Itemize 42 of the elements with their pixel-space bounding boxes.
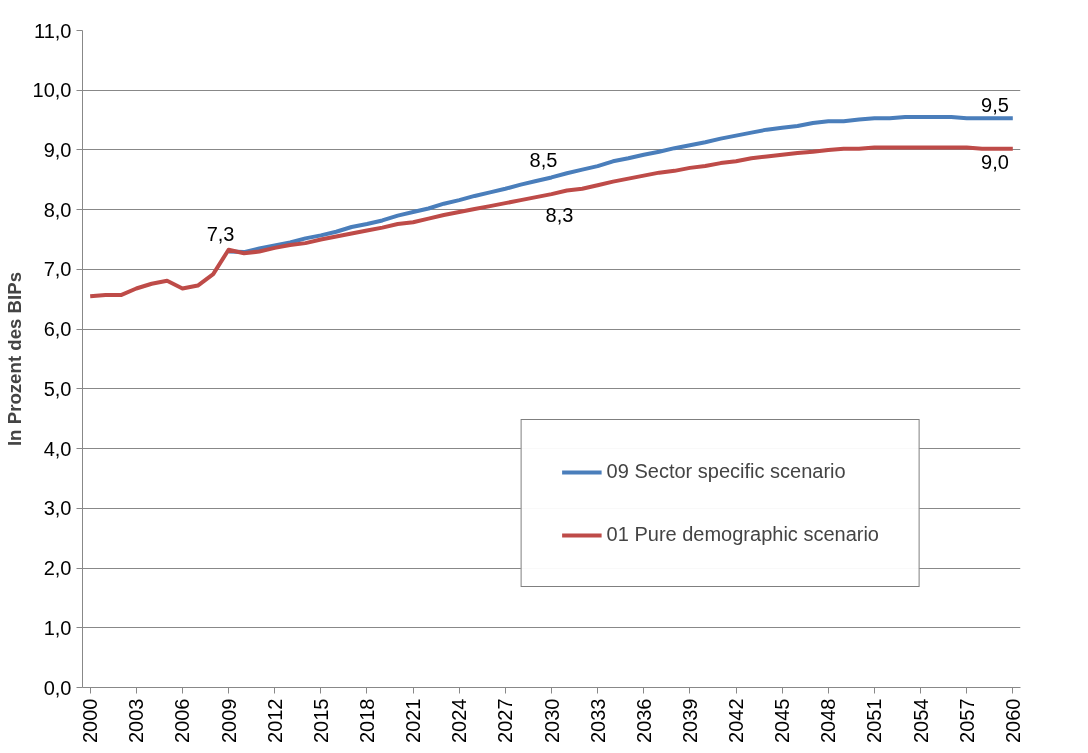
x-tick-label: 2039 [678, 698, 701, 743]
line-series [88, 145, 1015, 299]
x-tick-label: 2024 [448, 698, 471, 743]
y-tick-label: 7,0 [43, 258, 72, 281]
data-label: 9,0 [981, 150, 1009, 173]
x-tick-label: 2060 [1001, 698, 1024, 743]
y-axis-title: In Prozent des BIPs [3, 271, 25, 447]
x-tick-label: 2033 [586, 698, 609, 743]
y-tick-label: 10,0 [32, 79, 72, 102]
x-tick-label: 2015 [309, 698, 332, 743]
x-tick-label: 2030 [540, 698, 563, 743]
y-tick-label: 2,0 [43, 557, 72, 580]
y-tick-label: 8,0 [43, 198, 72, 221]
y-tick-label: 6,0 [43, 318, 72, 341]
x-tick-label: 2045 [771, 698, 794, 743]
x-tick-label: 2036 [632, 698, 655, 743]
x-tick-label: 2054 [909, 698, 932, 743]
legend-label: 01 Pure demographic scenario [606, 523, 879, 546]
x-tick-label: 2009 [217, 698, 240, 743]
y-tick-label: 3,0 [43, 497, 72, 520]
data-label: 8,3 [545, 204, 574, 227]
legend-label: 09 Sector specific scenario [606, 460, 846, 483]
x-tick-label: 2021 [402, 698, 425, 743]
x-tick-label: 2048 [817, 698, 840, 743]
x-tick-label: 2012 [263, 698, 286, 743]
y-tick-label: 0,0 [43, 676, 72, 699]
x-tick-label: 2042 [725, 698, 748, 743]
data-label: 7,3 [206, 223, 235, 246]
x-tick-label: 2057 [955, 698, 978, 743]
y-tick-label: 5,0 [43, 377, 72, 400]
x-tick-label: 2006 [171, 698, 194, 743]
y-tick-label: 9,0 [43, 138, 72, 161]
y-tick-label: 1,0 [43, 616, 72, 639]
y-tick-label: 11,0 [34, 19, 72, 42]
x-tick-label: 2051 [863, 698, 886, 743]
y-tick-label: 4,0 [43, 437, 72, 460]
x-tick-label: 2000 [79, 698, 102, 743]
x-tick-label: 2018 [355, 698, 378, 743]
x-tick-label: 2027 [494, 698, 517, 743]
data-label: 9,5 [981, 94, 1009, 117]
x-tick-label: 2003 [125, 698, 148, 743]
data-label: 8,5 [529, 149, 558, 172]
